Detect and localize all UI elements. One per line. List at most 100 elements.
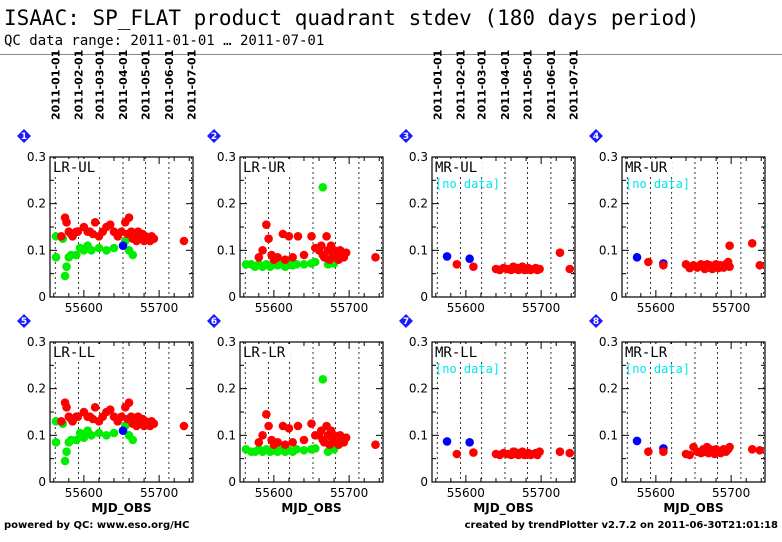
data-point-green <box>62 447 71 456</box>
y-tick-label: 0.2 <box>217 382 236 396</box>
panel-badge-number: 4 <box>593 132 599 142</box>
data-point-red <box>555 248 565 257</box>
panel-badge-number: 7 <box>403 317 409 327</box>
x-tick-label: 55600 <box>255 301 293 315</box>
data-point-red <box>280 440 290 449</box>
chart-title: ISAAC: SP_FLAT product quadrant stdev (1… <box>4 6 700 30</box>
data-point-red <box>755 260 765 270</box>
data-point-red <box>644 447 653 456</box>
y-tick-label: 0.3 <box>599 150 618 164</box>
data-point-red <box>90 218 100 227</box>
panel-label-background <box>623 344 672 360</box>
data-point-red <box>258 431 267 440</box>
data-point-green <box>51 253 61 262</box>
y-tick-label: 0.2 <box>27 197 46 211</box>
data-point-red <box>73 227 83 236</box>
data-point-red <box>307 232 316 241</box>
plot-frame <box>49 156 194 298</box>
data-point-blue <box>442 252 452 261</box>
date-tick-label: 2011-02-01 <box>73 50 86 120</box>
y-tick-label: 0.1 <box>409 428 428 442</box>
x-tick-label: 55700 <box>330 301 368 315</box>
panel-label-background <box>241 344 290 360</box>
header-divider <box>0 54 782 55</box>
panel-badge-number: 5 <box>21 317 27 327</box>
panel-label-background <box>433 159 482 175</box>
data-point-red <box>307 419 316 428</box>
y-tick-label: 0.3 <box>599 335 618 349</box>
no-data-label: [no data] <box>625 362 690 376</box>
data-point-red <box>179 236 189 246</box>
panel-badge-icon <box>399 314 413 328</box>
panel-badge-number: 1 <box>21 132 27 142</box>
panel-badge-number: 2 <box>211 132 217 142</box>
x-axis-label: MJD_OBS <box>473 501 533 516</box>
footer-created-by: created by trendPlotter v2.7.2 on 2011-0… <box>464 520 778 531</box>
y-tick-label: 0.2 <box>409 382 428 396</box>
y-tick-label: 0 <box>610 290 618 304</box>
panel-label-background <box>623 159 672 175</box>
data-point-red <box>341 248 351 257</box>
data-point-red <box>105 405 115 414</box>
data-point-red <box>565 264 575 274</box>
data-point-red <box>725 442 734 452</box>
y-tick-label: 0.3 <box>409 150 428 164</box>
data-point-red <box>73 412 83 421</box>
panel-badge-icon <box>17 129 31 143</box>
data-point-blue <box>465 438 474 447</box>
data-point-green <box>102 246 111 255</box>
data-point-red <box>452 260 462 269</box>
y-tick-label: 0.3 <box>409 335 428 349</box>
panel-badge-icon <box>589 129 603 143</box>
date-tick-label: 2011-02-01 <box>455 50 468 120</box>
y-tick-label: 0.1 <box>217 428 236 442</box>
data-point-red <box>124 213 134 222</box>
data-point-red <box>565 448 575 458</box>
x-tick-label: 55600 <box>65 301 103 315</box>
date-tick-label: 2011-01-01 <box>49 50 62 120</box>
data-point-red <box>725 262 734 271</box>
y-tick-label: 0 <box>38 290 46 304</box>
data-point-red <box>644 257 653 267</box>
data-point-red <box>535 447 544 456</box>
data-point-green <box>318 375 328 384</box>
data-point-green <box>94 428 104 438</box>
panel-badge-icon <box>207 129 221 143</box>
data-point-red <box>293 232 303 241</box>
data-point-red <box>341 433 351 442</box>
panel-badge-number: 8 <box>593 317 599 327</box>
data-point-blue <box>632 436 642 446</box>
data-point-green <box>128 250 138 260</box>
data-point-red <box>293 421 303 431</box>
y-tick-label: 0.1 <box>599 428 618 442</box>
data-point-red <box>284 424 294 433</box>
data-point-red <box>299 435 309 445</box>
data-point-red <box>284 232 294 241</box>
data-point-red <box>56 417 66 426</box>
data-point-green <box>292 445 301 454</box>
data-point-red <box>299 250 309 260</box>
x-tick-label: 55700 <box>330 486 368 500</box>
data-point-green <box>72 250 81 260</box>
data-point-red <box>535 264 544 274</box>
data-point-red <box>659 447 668 456</box>
no-data-label: [no data] <box>625 177 690 191</box>
data-point-red <box>371 440 380 449</box>
data-point-green <box>62 262 71 271</box>
data-point-red <box>262 220 271 229</box>
y-tick-label: 0 <box>610 475 618 489</box>
y-tick-label: 0.3 <box>217 335 236 349</box>
data-point-red <box>755 445 765 455</box>
panel-label: MR-LR <box>625 345 668 361</box>
data-point-blue <box>118 426 128 435</box>
date-tick-label: 2011-04-01 <box>499 50 512 120</box>
date-tick-label: 2011-03-01 <box>94 50 107 120</box>
data-point-red <box>469 262 478 271</box>
plot-frame <box>239 156 384 298</box>
panel-badge-number: 6 <box>211 317 217 327</box>
data-point-red <box>90 403 100 412</box>
date-tick-label: 2011-01-01 <box>431 50 444 120</box>
data-point-red <box>56 232 66 241</box>
no-data-label: [no data] <box>435 362 500 376</box>
data-point-blue <box>442 437 452 446</box>
